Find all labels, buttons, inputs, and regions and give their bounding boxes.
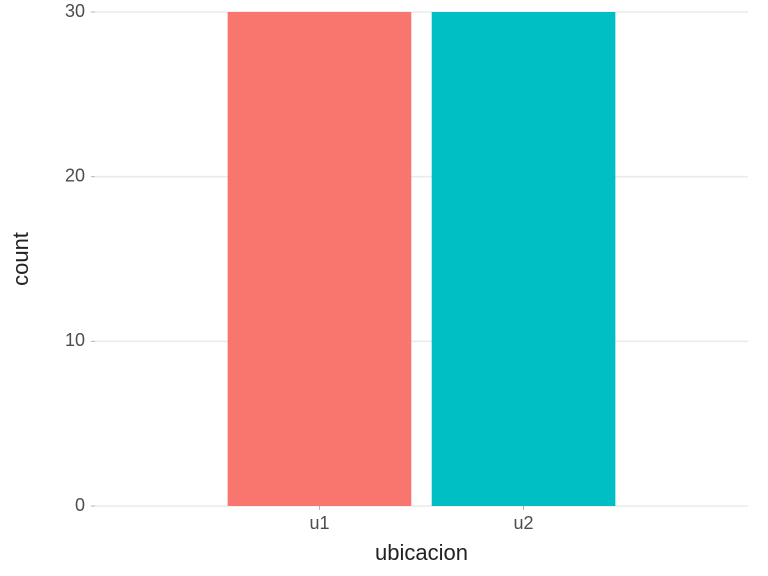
x-tick-label: u2 [514, 513, 534, 533]
y-tick-label: 10 [65, 330, 85, 350]
y-tick-label: 30 [65, 1, 85, 21]
bar-chart: 0 10 20 30 u1 u2 ubicacion count [0, 0, 768, 576]
bar-u2 [432, 12, 616, 506]
x-tick-label: u1 [309, 513, 329, 533]
plot-panel [95, 12, 748, 506]
y-axis-title: count [8, 232, 33, 286]
chart-container: 0 10 20 30 u1 u2 ubicacion count [0, 0, 768, 576]
y-tick-label: 20 [65, 165, 85, 185]
bar-u1 [228, 12, 412, 506]
x-axis-title: ubicacion [375, 540, 468, 565]
y-tick-label: 0 [75, 495, 85, 515]
